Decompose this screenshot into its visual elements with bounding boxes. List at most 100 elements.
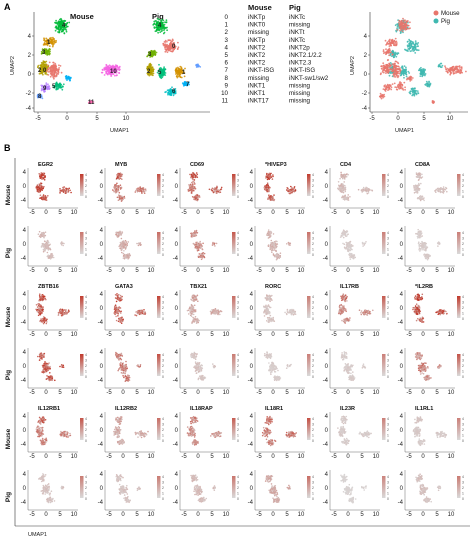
feature-point (266, 189, 269, 191)
feature-point (135, 189, 137, 192)
x-tick-label: 0 (396, 116, 400, 122)
y-tick-label: 0 (28, 72, 32, 78)
colorbar-tick: 0 (312, 253, 314, 257)
umap-point (171, 38, 174, 41)
umap-point (153, 20, 156, 23)
feature-point (40, 184, 42, 186)
feature-x-tick: 0 (196, 210, 200, 216)
feature-y-tick: 4 (100, 228, 104, 234)
legend-cluster-id: 1 (225, 22, 229, 29)
y-tick-label: -2 (26, 91, 32, 97)
feature-point (195, 199, 197, 201)
umap-point (384, 66, 387, 69)
umap-point (42, 60, 45, 62)
feature-point (349, 240, 352, 243)
feature-point (201, 256, 203, 259)
feature-point (269, 197, 271, 200)
feature-point (126, 244, 128, 247)
umap-point (43, 43, 46, 45)
umap-point (416, 49, 418, 52)
feature-point (120, 187, 123, 189)
feature-point (118, 191, 121, 194)
umap-point (176, 76, 179, 79)
feature-point (115, 232, 118, 234)
feature-y-tick: 0 (175, 184, 179, 190)
feature-point (196, 231, 199, 234)
umap-point (198, 65, 200, 68)
umap-point (60, 30, 63, 33)
umap-point (60, 21, 63, 23)
feature-point (115, 191, 117, 194)
feature-point (115, 233, 117, 236)
umap-mouse-pig-axes: UMAP2 UMAP1 420-2-4 -5 0 5 10 (10, 12, 210, 134)
feature-point (347, 245, 349, 247)
umap-point (453, 68, 456, 70)
feature-point (117, 232, 119, 234)
umap-point (417, 42, 420, 44)
feature-point (268, 175, 271, 178)
feature-x-tick: 5 (435, 210, 439, 216)
feature-y-tick: -4 (98, 198, 104, 204)
feature-point (40, 245, 43, 247)
umap-point (404, 19, 406, 22)
feature-point (128, 253, 131, 256)
umap-point (411, 77, 414, 79)
feature-y-tick: 4 (250, 228, 254, 234)
feature-point (266, 187, 269, 190)
umap-point (407, 47, 410, 50)
feature-point (141, 192, 143, 194)
feature-x-tick: -5 (406, 268, 412, 274)
feature-x-tick: 0 (121, 268, 125, 274)
umap-point (103, 67, 106, 69)
feature-point (350, 252, 352, 255)
umap-point (103, 74, 106, 76)
umap-title-mouse: Mouse (70, 12, 94, 21)
umap-point (449, 73, 452, 76)
umap-point (399, 28, 402, 30)
umap-point (101, 71, 104, 74)
feature-point (43, 179, 46, 181)
umap-point (163, 66, 166, 69)
umap-point (167, 92, 169, 94)
feature-point (118, 174, 120, 177)
feature-point (350, 255, 353, 257)
feature-point (47, 241, 50, 244)
feature-y-tick: -4 (248, 256, 254, 262)
umap-point (389, 43, 392, 45)
umap-point (407, 20, 409, 22)
feature-x-tick: 0 (121, 210, 125, 216)
umap-point (40, 68, 43, 71)
legend-mouse-type: iNKT-ISG (248, 67, 274, 74)
feature-y-tick: -4 (323, 198, 329, 204)
umap-point (408, 38, 410, 41)
feature-y-tick: -4 (323, 256, 329, 262)
feature-y-tick: 0 (325, 242, 329, 248)
feature-point (276, 240, 278, 243)
feature-y-tick: 4 (400, 228, 404, 234)
feature-x-tick: 10 (223, 210, 230, 216)
feature-point (418, 188, 421, 190)
umap-point (387, 40, 390, 43)
colorbar-tick: 4 (312, 173, 314, 177)
feature-point (43, 244, 45, 246)
feature-point (197, 244, 199, 246)
feature-point (343, 176, 346, 179)
feature-point (143, 192, 146, 194)
feature-point (276, 257, 278, 260)
umap-point (385, 72, 387, 74)
y-tick-label: -2 (362, 91, 368, 97)
species-legend-label: Pig (441, 18, 451, 25)
feature-point (191, 196, 194, 198)
feature-row-label: Mouse (5, 184, 12, 205)
colorbar-tick: 3 (162, 237, 164, 241)
feature-x-tick: 0 (44, 268, 48, 274)
feature-x-tick: 10 (223, 268, 230, 274)
feature-point (345, 246, 348, 249)
umap-point (401, 26, 404, 29)
feature-point (417, 197, 419, 200)
umap-point (381, 95, 384, 97)
legend-pig-type: iNKT2.1/2.2 (289, 52, 322, 59)
feature-point (349, 256, 351, 258)
umap-point (107, 65, 109, 68)
